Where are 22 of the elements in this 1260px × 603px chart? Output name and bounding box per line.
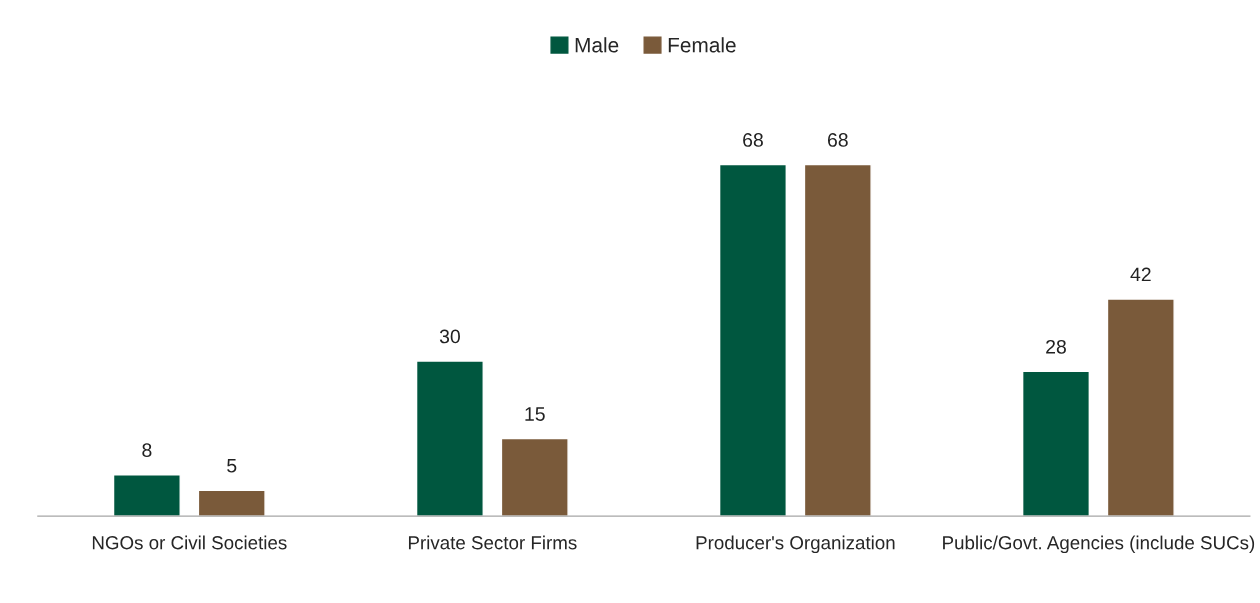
bar [415,360,484,517]
bar [112,474,181,517]
data-label: 15 [525,407,545,421]
data-label: 5 [227,459,237,473]
data-label: 28 [1046,339,1066,354]
legend-label: Male [575,37,619,53]
x-tick-label: NGOs or Civil Societies [92,535,287,550]
data-label: 68 [743,133,763,147]
x-tick-label: Producer's Organization [696,535,895,554]
data-label: 68 [827,133,848,147]
data-label: 42 [1130,267,1151,282]
bar [500,437,569,517]
bar [718,163,787,517]
bar [1106,298,1175,517]
bar [1021,370,1091,517]
x-tick-label: Private Sector Firms [408,535,577,550]
bar [803,163,872,517]
legend-label: Female [668,37,736,53]
data-label: 8 [142,443,152,458]
x-tick-label: Public/Govt. Agencies (include SUCs) [943,535,1255,554]
bar [197,489,266,517]
data-label: 30 [439,329,460,344]
